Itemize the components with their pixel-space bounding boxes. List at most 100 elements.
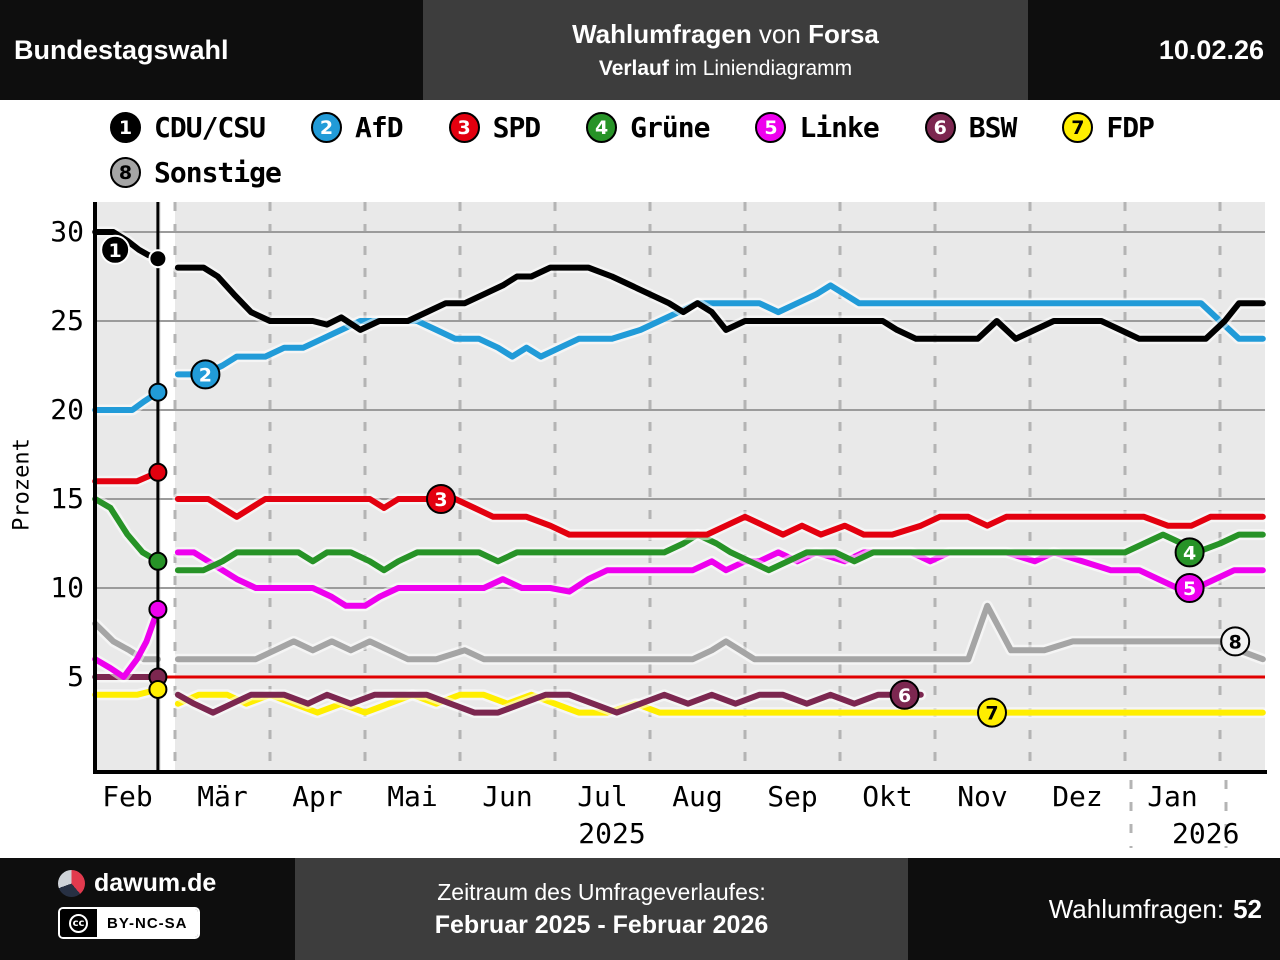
series-badge-number-5: 5 <box>1183 578 1196 600</box>
series-line-spd <box>92 469 161 485</box>
brand-name[interactable]: dawum.de <box>94 869 217 897</box>
cc-icon-group: cc <box>60 909 97 937</box>
legend-number-badge: 2 <box>311 112 343 143</box>
cc-license-label: BY-NC-SA <box>97 909 198 937</box>
series-badge-8 <box>1220 626 1251 657</box>
legend-number-badge: 3 <box>448 112 480 143</box>
x-tick-okt: Okt <box>862 780 913 813</box>
chart-subtitle-lead: Verlauf <box>598 57 669 80</box>
series-badge-number-6: 6 <box>898 685 911 707</box>
y-tick-30: 30 <box>50 215 84 248</box>
series-halo-fdp <box>172 689 1269 719</box>
election-dot-gruene <box>148 551 168 571</box>
chart-title-mid: von <box>751 19 809 49</box>
footer-bar: dawum.de cc BY-NC-SA Zeitraum des Umfrag… <box>0 858 1280 960</box>
legend-label: Grüne <box>630 111 710 144</box>
series-halo-bsw <box>172 689 927 719</box>
header-bar: Bundestagswahl Wahlumfragen von Forsa Ve… <box>0 0 1280 100</box>
legend-number-badge: 4 <box>586 112 618 143</box>
x-year-2025: 2025 <box>578 817 646 850</box>
footer-brand-block: dawum.de cc BY-NC-SA <box>58 869 216 939</box>
x-year-2026: 2026 <box>1172 817 1240 850</box>
date-label: 10.02.26 <box>1158 34 1264 65</box>
dawum-logo-icon <box>58 870 85 897</box>
x-tick-apr: Apr <box>292 780 343 813</box>
legend-item-cducsu[interactable]: 1 CDU/CSU <box>110 111 266 144</box>
series-halo-afd <box>89 386 164 416</box>
series-line-spd <box>174 496 1266 538</box>
election-dot-spd <box>148 462 168 482</box>
series-line-fdp <box>92 686 161 698</box>
series-badge-number-3: 3 <box>434 489 447 511</box>
series-line-fdp <box>174 691 1266 716</box>
legend-row: 1 CDU/CSU 2 AfD 3 SPD 4 Grüne 5 Linke 6 BSW 7 FDP <box>0 105 1280 150</box>
series-line-cdu-csu <box>174 264 1266 342</box>
series-halo-cdu-csu <box>89 226 164 265</box>
chart-title: Wahlumfragen von Forsa <box>572 19 879 50</box>
x-tick-jun: Jun <box>482 780 533 813</box>
legend-item-bsw[interactable]: 6 BSW <box>924 111 1018 144</box>
x-tick-jul: Jul <box>577 780 628 813</box>
election-dot-cdu-csu <box>148 249 168 269</box>
series-badge-6 <box>889 679 920 710</box>
poll-count-value: 52 <box>1233 893 1262 924</box>
legend-item-fdp[interactable]: 7 FDP <box>1062 111 1155 144</box>
x-tick-mär: Mär <box>197 780 248 813</box>
legend-item-grne[interactable]: 4 Grüne <box>586 111 710 144</box>
period-value: Februar 2025 - Februar 2026 <box>434 910 769 939</box>
series-badge-5 <box>1174 573 1205 603</box>
legend-label: FDP <box>1106 111 1155 144</box>
series-halo-sonstige <box>89 618 164 665</box>
series-halo-spd <box>172 493 1269 541</box>
y-axis-label: Prozent <box>9 438 35 531</box>
x-tick-dez: Dez <box>1052 780 1103 813</box>
series-halo-sonstige <box>172 600 1269 665</box>
plot-background <box>97 202 1265 770</box>
y-tick-5: 5 <box>67 660 84 693</box>
y-tick-25: 25 <box>50 304 84 337</box>
election-dot-afd <box>148 382 168 402</box>
legend-item-sonstige[interactable]: 8 Sonstige <box>110 156 282 189</box>
chart-subtitle-rest: im Liniendiagramm <box>668 57 853 80</box>
series-line-bsw <box>174 691 924 716</box>
legend-number-badge: 5 <box>755 112 787 143</box>
series-line-gruene <box>174 531 1266 574</box>
series-badge-number-2: 2 <box>199 364 212 386</box>
chart-title-panel: Wahlumfragen von Forsa Verlauf im Linien… <box>423 0 1028 100</box>
legend-row: 8 Sonstige <box>0 150 1280 195</box>
chart-title-lead: Wahlumfragen <box>572 19 752 49</box>
poll-count: Wahlumfragen: 52 <box>1049 858 1262 960</box>
series-line-gruene <box>92 496 161 565</box>
series-badge-number-8: 8 <box>1229 631 1242 653</box>
series-badge-3 <box>426 484 456 514</box>
series-halo-spd <box>89 466 164 487</box>
legend-label: BSW <box>968 111 1018 144</box>
series-badge-1 <box>100 234 131 265</box>
legend-item-spd[interactable]: 3 SPD <box>448 111 541 144</box>
legend-number-badge: 8 <box>110 157 141 188</box>
x-tick-feb: Feb <box>102 780 153 813</box>
series-badge-number-1: 1 <box>109 240 122 262</box>
y-tick-10: 10 <box>50 571 84 604</box>
series-line-afd <box>174 282 1266 378</box>
legend-label: CDU/CSU <box>154 111 266 144</box>
series-halo-afd <box>172 279 1269 380</box>
x-tick-sep: Sep <box>767 780 818 813</box>
series-line-linke <box>174 549 1266 609</box>
x-tick-nov: Nov <box>957 780 1008 813</box>
series-halo-gruene <box>89 493 164 567</box>
series-badge-7 <box>977 697 1007 728</box>
election-dot-bsw <box>148 667 168 687</box>
series-halo-cdu-csu <box>172 262 1269 345</box>
cc-icon: cc <box>69 913 88 933</box>
series-line-linke <box>92 606 161 680</box>
x-tick-jan: Jan <box>1147 780 1198 813</box>
series-halo-gruene <box>172 529 1269 576</box>
period-label: Zeitraum des Umfrageverlaufes: <box>437 878 766 905</box>
legend-item-linke[interactable]: 5 Linke <box>755 111 880 144</box>
legend-number-badge: 1 <box>110 112 141 143</box>
legend-number-badge: 7 <box>1062 112 1094 143</box>
series-halo-linke <box>172 546 1269 612</box>
legend-item-afd[interactable]: 2 AfD <box>311 111 404 144</box>
cc-license-badge[interactable]: cc BY-NC-SA <box>58 907 200 939</box>
